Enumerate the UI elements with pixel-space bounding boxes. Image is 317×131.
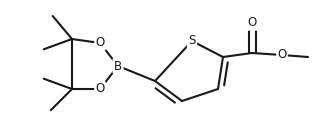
Text: O: O [95, 83, 105, 95]
Text: S: S [188, 34, 196, 48]
Text: B: B [114, 59, 122, 72]
Text: O: O [277, 48, 287, 61]
Text: O: O [95, 37, 105, 50]
Text: O: O [247, 17, 257, 29]
